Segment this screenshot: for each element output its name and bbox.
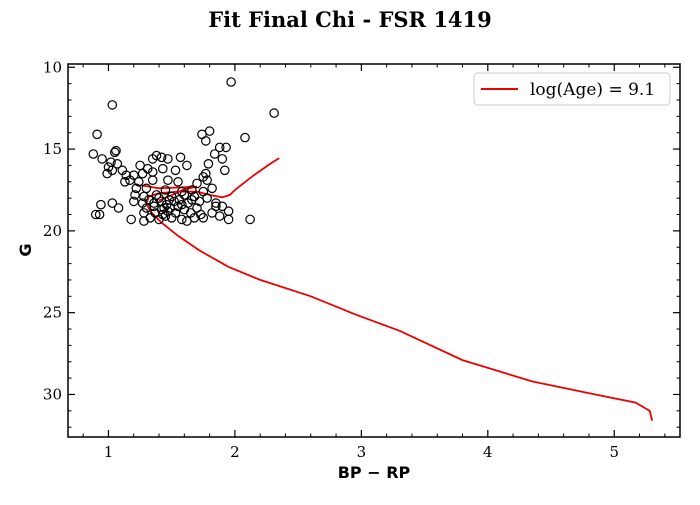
data-point xyxy=(166,213,177,223)
data-point xyxy=(158,209,168,220)
data-point xyxy=(177,199,187,210)
data-point xyxy=(201,136,211,146)
data-point xyxy=(269,108,279,118)
data-point xyxy=(187,195,197,205)
data-point xyxy=(111,145,121,156)
data-point xyxy=(198,213,209,223)
x-tick-label: 2 xyxy=(230,443,240,461)
data-point xyxy=(223,214,234,225)
isochrone-layer xyxy=(139,157,654,421)
data-point xyxy=(131,183,142,194)
y-tick-label: 25 xyxy=(43,304,62,322)
data-point xyxy=(226,77,236,87)
data-point xyxy=(137,168,148,179)
data-point xyxy=(187,185,197,195)
data-point xyxy=(145,213,155,223)
data-point xyxy=(163,154,173,164)
data-point xyxy=(107,198,118,208)
data-point xyxy=(110,147,120,158)
data-point xyxy=(177,214,187,225)
data-point xyxy=(207,183,217,194)
y-tick-label: 20 xyxy=(43,222,62,240)
data-point xyxy=(182,160,192,171)
x-tick-label: 1 xyxy=(104,443,114,461)
data-point xyxy=(126,214,136,225)
data-point xyxy=(214,142,225,153)
legend: log(Age) = 9.1 xyxy=(473,72,671,106)
data-point xyxy=(129,196,139,207)
data-point xyxy=(209,149,220,159)
axes-frame xyxy=(67,63,681,438)
y-tick-label: 15 xyxy=(43,140,62,158)
data-point xyxy=(204,126,215,136)
y-axis-label: G xyxy=(16,243,35,256)
data-point xyxy=(163,175,173,185)
y-tick-label: 10 xyxy=(43,58,62,76)
data-point xyxy=(113,203,124,213)
data-point xyxy=(107,165,118,176)
data-point xyxy=(189,191,200,202)
x-tick-label: 5 xyxy=(609,443,619,461)
x-tick-label: 4 xyxy=(483,443,493,461)
data-point xyxy=(107,100,118,110)
data-point xyxy=(147,175,158,185)
data-point xyxy=(139,191,149,202)
legend-frame xyxy=(473,72,671,106)
data-point xyxy=(223,206,234,216)
data-point xyxy=(174,195,185,205)
data-point xyxy=(156,204,167,215)
data-point xyxy=(156,152,167,163)
data-point xyxy=(175,152,186,163)
data-point xyxy=(160,185,171,195)
data-point xyxy=(97,154,107,164)
data-point xyxy=(203,159,214,169)
data-point xyxy=(96,199,106,210)
data-point xyxy=(88,149,99,159)
data-point xyxy=(165,203,176,213)
data-point xyxy=(154,193,164,203)
data-point xyxy=(147,154,158,164)
data-point xyxy=(245,214,255,225)
data-point xyxy=(158,163,168,174)
y-tick-label: 30 xyxy=(43,385,62,403)
data-point xyxy=(102,168,112,179)
data-point xyxy=(125,175,135,185)
data-point xyxy=(94,209,105,220)
data-point xyxy=(149,198,159,208)
data-point xyxy=(217,201,228,212)
data-point xyxy=(201,168,211,179)
data-point xyxy=(173,177,183,187)
data-point xyxy=(130,190,140,200)
data-point xyxy=(220,165,230,176)
x-axis-label: BP − RP xyxy=(338,463,411,482)
data-point xyxy=(192,178,202,189)
data-point xyxy=(92,129,102,140)
data-point xyxy=(170,165,181,176)
data-point xyxy=(179,190,190,200)
chart-title: Fit Final Chi - FSR 1419 xyxy=(208,7,492,32)
data-point xyxy=(202,175,212,185)
data-point xyxy=(134,177,144,187)
data-point xyxy=(142,163,153,174)
x-tick-label: 3 xyxy=(357,443,367,461)
data-point xyxy=(221,142,231,153)
data-point xyxy=(217,154,228,164)
data-points-layer xyxy=(88,77,279,226)
legend-label: log(Age) = 9.1 xyxy=(530,80,655,100)
data-point xyxy=(240,132,250,143)
data-point xyxy=(91,209,101,220)
data-point xyxy=(112,159,123,169)
axes-layer: 1 2 3 4 5 10 15 20 25 30 xyxy=(43,58,681,461)
data-point xyxy=(214,211,225,221)
isochrone-line-1 xyxy=(139,184,198,202)
isochrone-line-0 xyxy=(145,157,654,421)
data-point xyxy=(120,177,130,187)
